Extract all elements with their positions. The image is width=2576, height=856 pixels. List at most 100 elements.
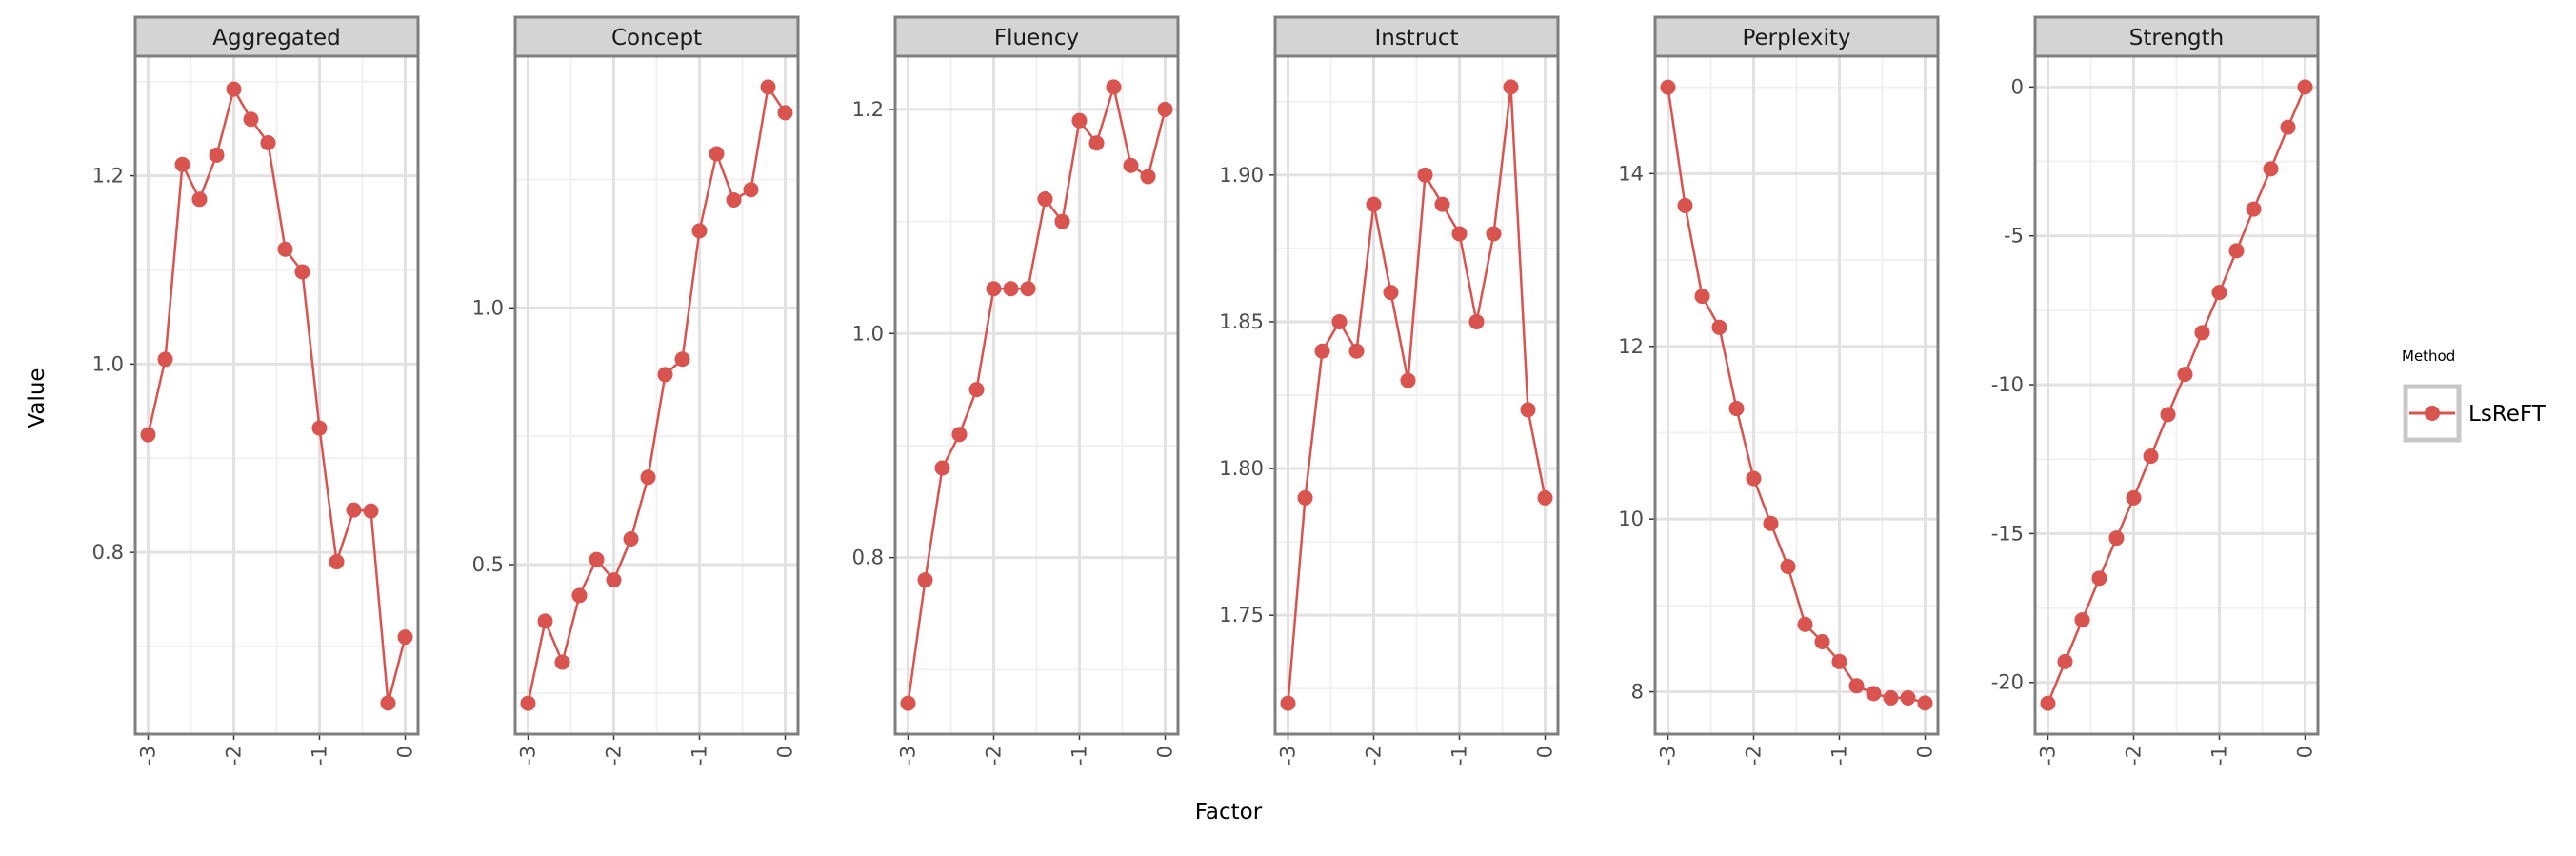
data-point (674, 351, 690, 368)
data-point (1383, 285, 1399, 301)
data-point (277, 241, 293, 257)
data-point (1400, 372, 1416, 388)
x-tick-label: -3 (1277, 746, 1300, 766)
data-point (2074, 612, 2090, 628)
data-point (2297, 79, 2313, 95)
data-point (174, 156, 190, 172)
data-point (1157, 101, 1173, 117)
y-tick-label: 1.0 (92, 352, 124, 375)
data-point (2040, 695, 2056, 711)
x-tick-label: -2 (223, 746, 246, 766)
data-point (1037, 191, 1053, 208)
data-point (1677, 197, 1693, 213)
data-point (2160, 407, 2176, 423)
x-axis-title: Factor (1195, 800, 1263, 825)
data-point (1331, 313, 1348, 329)
data-point (1366, 196, 1382, 212)
data-point (777, 105, 793, 121)
data-point (1297, 489, 1313, 506)
data-point (691, 223, 708, 239)
data-point (2211, 285, 2227, 301)
legend-label: LsReFT (2468, 402, 2546, 427)
y-tick-label: 1.2 (852, 98, 884, 121)
data-point (140, 427, 156, 443)
facet-title: Instruct (1374, 26, 1458, 50)
facet-title: Perplexity (1742, 26, 1850, 50)
data-point (606, 572, 622, 588)
data-point (951, 427, 968, 443)
data-point (1140, 169, 1156, 185)
y-tick-label: 0.8 (92, 541, 124, 564)
y-tick-label: 10 (1618, 508, 1644, 530)
data-point (1848, 678, 1865, 694)
y-tick-label: -5 (2004, 225, 2024, 248)
data-point (726, 192, 742, 209)
data-point (2057, 653, 2073, 669)
data-point (1780, 559, 1796, 575)
x-tick-label: 0 (1534, 746, 1557, 758)
facet-strip (133, 15, 420, 58)
data-point (2143, 448, 2159, 465)
data-point (1728, 401, 1745, 417)
data-point (1486, 226, 1502, 242)
data-point (1900, 689, 1916, 706)
data-point (2228, 243, 2245, 259)
data-point (640, 469, 656, 486)
series-line (2047, 86, 2306, 705)
data-point (1746, 470, 1762, 487)
data-point (346, 502, 362, 518)
x-tick-label: 0 (1914, 746, 1937, 758)
x-tick-label: -3 (517, 746, 540, 766)
data-point (709, 146, 725, 162)
y-tick-label: 14 (1618, 162, 1644, 185)
data-point (294, 264, 310, 280)
x-tick-label: 0 (2294, 746, 2317, 758)
y-tick-label: -15 (1991, 522, 2024, 545)
data-point (917, 572, 933, 588)
facet-strip (513, 15, 800, 58)
x-tick-label: -2 (603, 746, 626, 766)
data-point (1314, 343, 1330, 359)
data-point (2177, 367, 2193, 383)
data-point (1054, 213, 1070, 229)
data-point (380, 695, 396, 711)
data-point (1434, 196, 1450, 212)
data-point (1280, 695, 1296, 711)
data-point (1537, 489, 1553, 506)
y-tick-label: 0 (2011, 75, 2024, 98)
x-tick-label: -2 (1363, 746, 1386, 766)
data-point (1003, 281, 1019, 297)
data-point (968, 382, 985, 398)
data-point (554, 654, 570, 670)
x-tick-label: -2 (2123, 746, 2146, 766)
data-point (623, 531, 639, 547)
facet-strip (1653, 15, 1940, 58)
data-point (1814, 633, 1830, 649)
x-tick-label: -1 (309, 746, 331, 766)
data-point (1468, 313, 1485, 329)
data-point (900, 695, 916, 711)
x-tick-label: -1 (689, 746, 711, 766)
x-tick-label: -3 (137, 746, 160, 766)
data-point (571, 587, 588, 604)
data-point (2194, 325, 2210, 341)
data-point (1917, 695, 1933, 711)
x-tick-label: -1 (1448, 746, 1471, 766)
x-tick-label: 0 (774, 746, 797, 758)
data-point (157, 351, 173, 368)
data-point (1797, 616, 1813, 632)
y-tick-label: 8 (1631, 681, 1644, 704)
data-point (986, 281, 1002, 297)
facet-strip (2033, 15, 2320, 58)
data-point (760, 79, 776, 95)
data-point (2280, 119, 2296, 135)
data-point (209, 147, 225, 163)
y-tick-label: 1.0 (472, 296, 504, 319)
x-tick-label: -1 (1068, 746, 1091, 766)
y-axis-title: Value (25, 368, 50, 428)
y-tick-label: 1.80 (1219, 457, 1264, 480)
data-point (1866, 686, 1882, 702)
series-line (1667, 87, 1926, 705)
data-point (2091, 570, 2107, 587)
data-point (1763, 515, 1779, 531)
